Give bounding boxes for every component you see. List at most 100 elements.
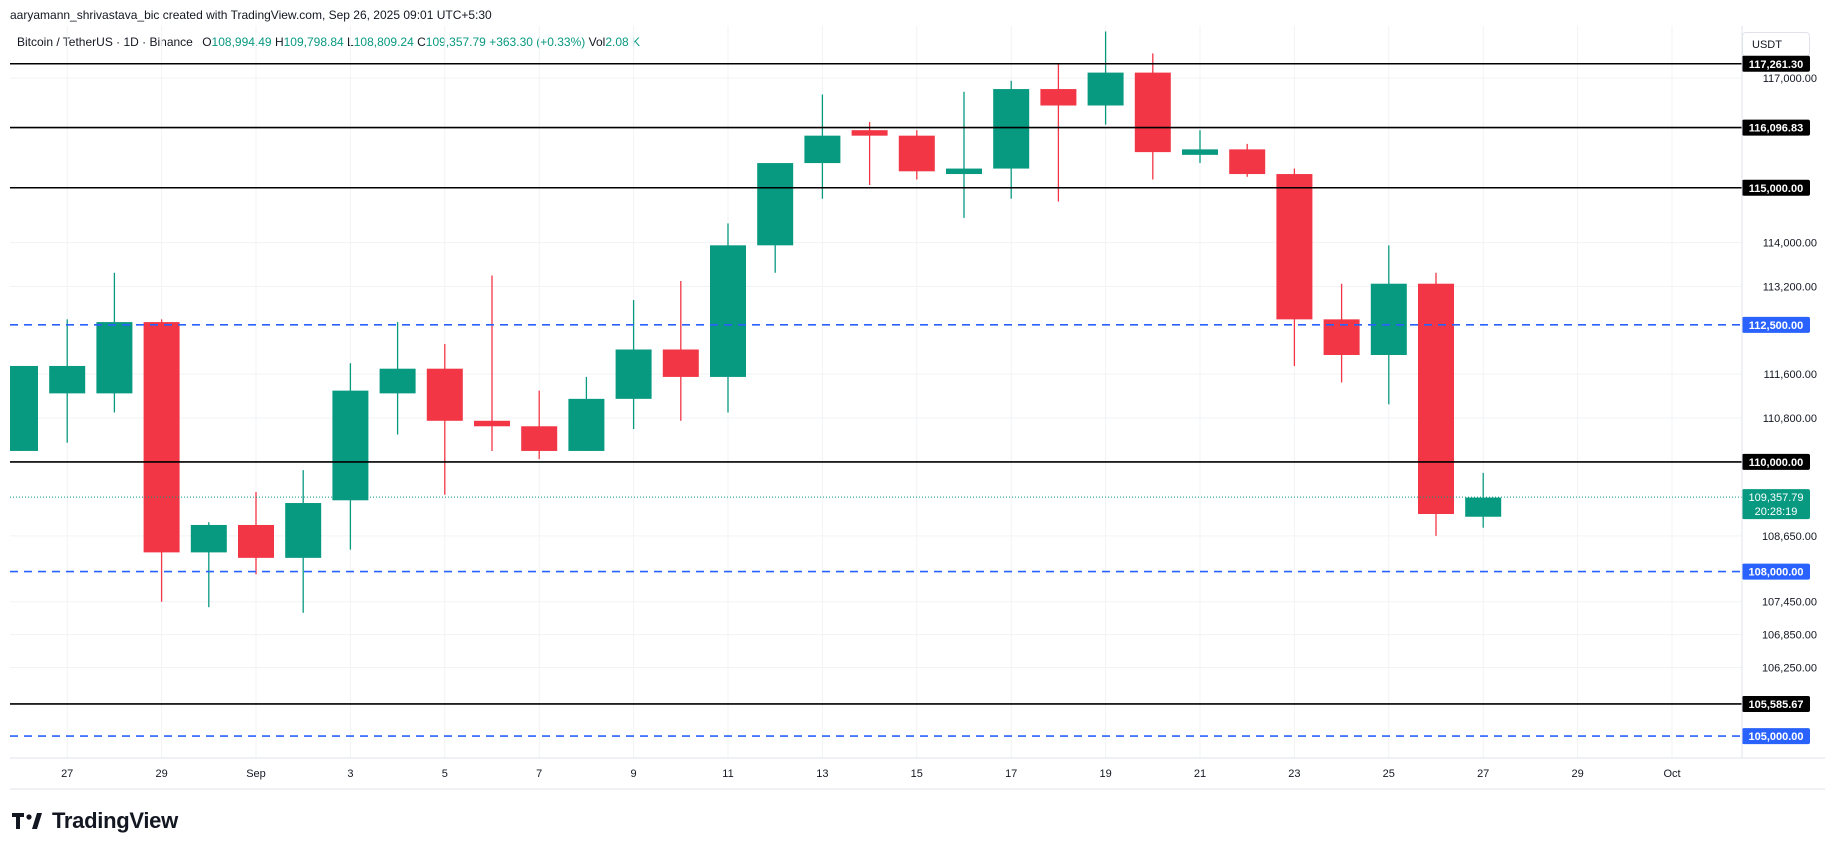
level-tag-label: 110,000.00: [1749, 457, 1803, 469]
candle-body: [568, 398, 605, 451]
candle-body: [898, 135, 935, 172]
candle: [1276, 168, 1313, 366]
symbol-title[interactable]: Bitcoin / TetherUS · 1D · Binance: [17, 35, 193, 49]
level-tag-background: [1742, 179, 1810, 196]
candle: [946, 91, 982, 218]
candle: [521, 390, 558, 460]
candle-body: [851, 130, 888, 136]
level-tag-background: [1742, 563, 1810, 580]
grid: [10, 26, 1742, 758]
last-price-tag: 109,357.79 20:28:19: [1742, 489, 1810, 520]
x-tick-label: 17: [1005, 768, 1017, 780]
y-tick-label: 114,000.00: [1763, 238, 1817, 250]
tradingview-logo[interactable]: TradingView: [12, 808, 178, 834]
candle-body: [474, 420, 510, 427]
x-tick-label: 27: [1477, 768, 1489, 780]
level-tag-label: 117,261.30: [1749, 59, 1803, 71]
candle: [757, 163, 794, 273]
candle-body: [426, 368, 463, 421]
bar-countdown-label: 20:28:19: [1755, 506, 1798, 518]
level-price-tag: 108,000.00: [1742, 563, 1810, 580]
level-price-tag: 117,261.30: [1742, 55, 1810, 72]
level-price-tag: 110,000.00: [1742, 453, 1810, 470]
x-tick-label: Sep: [246, 768, 266, 780]
close-value: 109,357.79: [425, 35, 486, 49]
tradingview-logo-icon: [12, 813, 42, 829]
candle-body: [804, 135, 841, 164]
candle-body: [993, 89, 1030, 169]
candle-body: [1418, 283, 1454, 514]
candle-body: [379, 368, 416, 394]
level-price-tag: 105,000.00: [1742, 728, 1810, 745]
candle-body: [285, 503, 322, 558]
candle: [568, 376, 605, 451]
candle: [426, 344, 463, 495]
y-tick-label: 113,200.00: [1763, 281, 1817, 293]
x-tick-label: Oct: [1663, 768, 1680, 780]
x-tick-label: 5: [442, 768, 448, 780]
high-label: H: [274, 35, 284, 49]
level-tag-background: [1742, 453, 1810, 470]
y-tick-label: 108,650.00: [1762, 531, 1817, 543]
level-tag-label: 105,000.00: [1748, 731, 1803, 743]
candle: [1182, 130, 1218, 164]
y-tick-label: 107,450.00: [1762, 597, 1817, 609]
x-tick-label: 29: [155, 768, 167, 780]
x-tick-label: 25: [1383, 768, 1395, 780]
candle-body: [1370, 283, 1407, 355]
candle-body: [1182, 149, 1218, 155]
candle-body: [521, 426, 558, 451]
candle-body: [1276, 174, 1313, 320]
candle: [662, 280, 699, 421]
candle-body: [1040, 89, 1077, 106]
candle: [238, 492, 274, 575]
y-tick-label: 106,850.00: [1762, 630, 1817, 642]
open-label: O: [202, 35, 212, 49]
x-tick-label: 15: [911, 768, 923, 780]
candle-body: [946, 168, 982, 175]
last-price-tag-background: [1742, 489, 1810, 520]
x-tick-label: 27: [61, 768, 73, 780]
candle-body: [1134, 72, 1171, 153]
candle: [96, 272, 133, 413]
candle-body: [238, 524, 274, 558]
candle-body: [662, 349, 699, 377]
candle: [49, 319, 86, 443]
candle: [1465, 472, 1502, 528]
x-tick-label: 19: [1099, 768, 1111, 780]
low-value: 108,809.24: [353, 35, 414, 49]
candle-body: [49, 365, 86, 394]
x-tick-label: 21: [1194, 768, 1206, 780]
candle-body: [1465, 497, 1502, 517]
candle: [1040, 64, 1077, 202]
change-value: +363.30 (+0.33%): [489, 35, 586, 49]
symbol-legend: Bitcoin / TetherUS · 1D · Binance O108,9…: [17, 35, 640, 49]
candle: [1134, 53, 1171, 180]
candle-body: [1229, 149, 1266, 175]
high-value: 109,798.84: [283, 35, 344, 49]
candle: [474, 275, 510, 451]
candle: [10, 365, 38, 451]
candle: [285, 470, 322, 613]
candle: [1229, 143, 1266, 177]
level-tag-background: [1742, 119, 1810, 136]
candle-body: [190, 524, 227, 553]
candle: [379, 322, 416, 435]
horizontal-levels[interactable]: [10, 62, 1742, 737]
candle-body: [710, 245, 746, 377]
level-tag-label: 105,585.67: [1748, 699, 1803, 711]
axes: 117,000.00 114,000.00 113,200.00 111,600.00…: [10, 26, 1825, 790]
level-tag-label: 108,000.00: [1748, 567, 1803, 579]
candle: [710, 223, 746, 413]
candle-body: [1087, 72, 1124, 106]
candle: [332, 363, 369, 550]
candle: [615, 300, 652, 430]
candle: [1323, 283, 1360, 383]
level-price-tag: 115,000.00: [1742, 179, 1810, 196]
candle: [851, 121, 888, 186]
candle-body: [332, 390, 369, 501]
level-tag-label: 116,096.83: [1749, 123, 1803, 135]
y-tick-label: 111,600.00: [1764, 369, 1817, 381]
x-tick-label: 23: [1288, 768, 1300, 780]
